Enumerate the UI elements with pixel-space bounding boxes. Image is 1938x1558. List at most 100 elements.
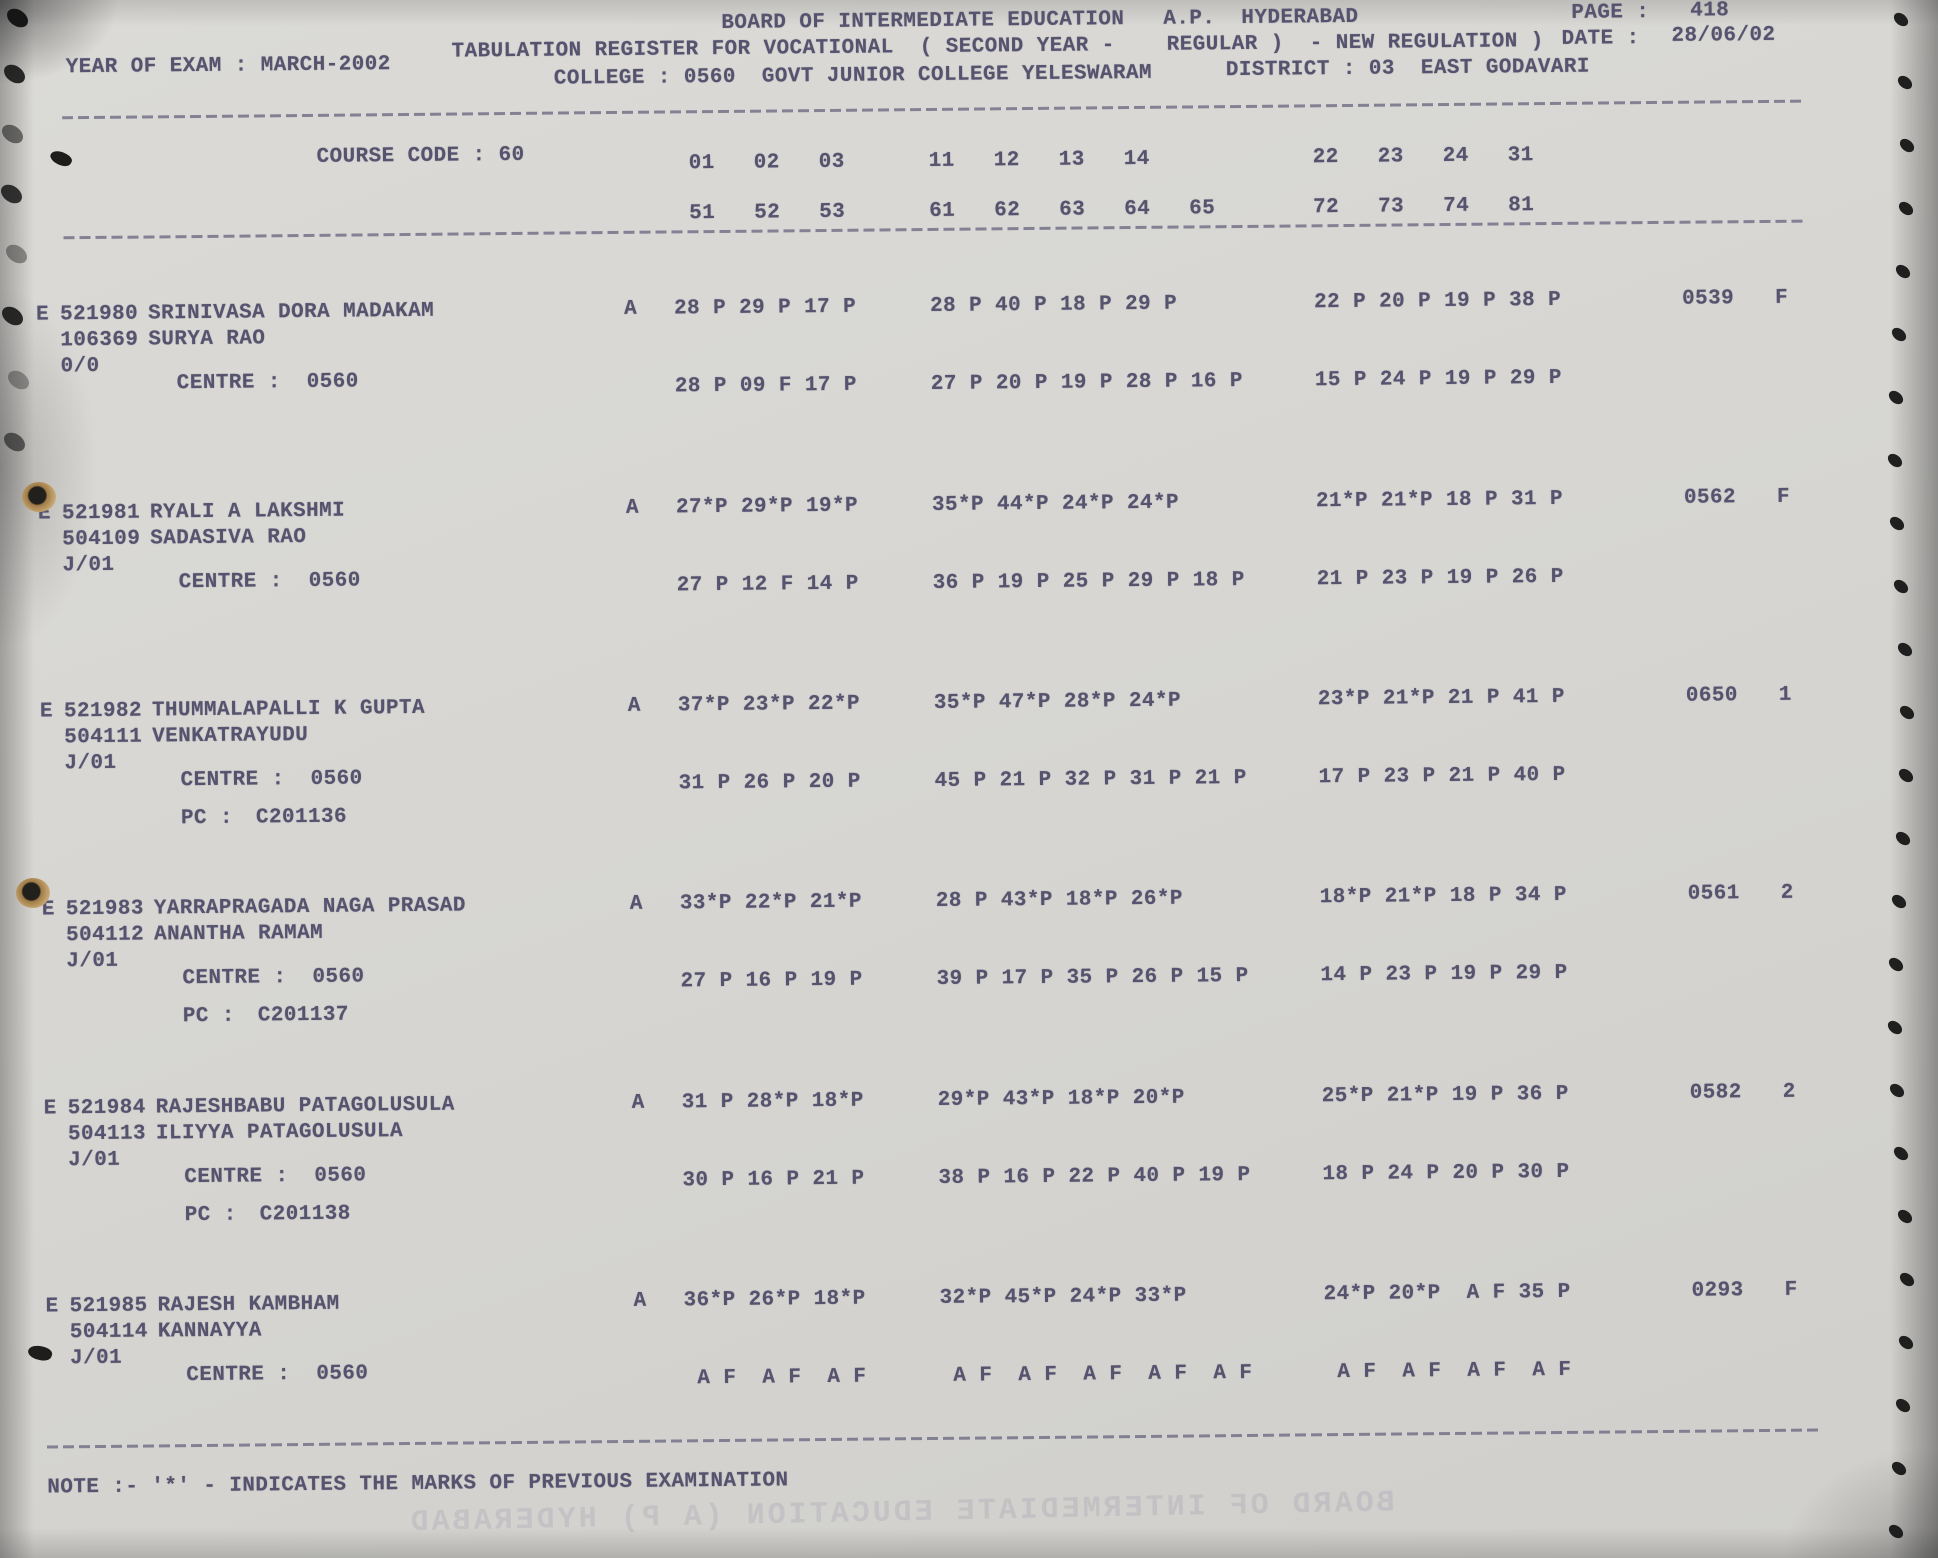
result-grade: 1 <box>1778 683 1792 707</box>
student-record: E 521983 YARRAPRAGADA NAGA PRASAD A 33*P… <box>2 880 1938 1059</box>
registration-number: 521985 <box>69 1294 148 1319</box>
result-grade: F <box>1776 485 1791 509</box>
subject-codes-row1-group3: 22 23 24 31 <box>1312 144 1534 170</box>
marks-row2-group2: 39 P 17 P 35 P 26 P 15 P <box>936 964 1249 991</box>
student-name: THUMMALAPALLI K GUPTA <box>151 696 426 723</box>
subject-codes-row2-group1: 51 52 53 <box>689 200 846 226</box>
total-marks: 0562 <box>1683 486 1737 510</box>
secondary-number: 504112 <box>65 923 145 948</box>
marks-row1-group2: 35*P 47*P 28*P 24*P <box>933 689 1182 715</box>
marks-row1-group2: 35*P 44*P 24*P 24*P <box>931 491 1180 517</box>
secondary-number: 106369 <box>60 328 139 353</box>
total-marks: 0293 <box>1691 1279 1744 1303</box>
marks-row2-group3: 15 P 24 P 19 P 29 P <box>1314 366 1562 393</box>
marks-row1-group3: 23*P 21*P 21 P 41 P <box>1317 685 1566 712</box>
centre-label: CENTRE : <box>182 966 287 991</box>
student-name: RAJESHBABU PATAGOLUSULA <box>155 1093 455 1120</box>
marks-row1-group1: 33*P 22*P 21*P <box>679 890 862 916</box>
appearance-code: J/01 <box>62 553 115 578</box>
secondary-number: 504114 <box>69 1320 148 1345</box>
marks-row2-group1: 27 P 12 F 14 P <box>676 572 859 598</box>
student-name: SRINIVASA DORA MADAKAM <box>147 299 435 326</box>
year-of-exam: YEAR OF EXAM : MARCH-2002 <box>65 53 391 80</box>
total-marks: 0561 <box>1687 882 1740 906</box>
marks-row1-group3: 24*P 20*P A F 35 P <box>1323 1280 1571 1307</box>
marks-row2-group1: 27 P 16 P 19 P <box>680 968 863 994</box>
pc-label: PC : <box>180 806 234 831</box>
appearance-code: J/01 <box>70 1346 123 1371</box>
status-flag: E <box>39 700 54 724</box>
registration-number: 521984 <box>67 1096 146 1121</box>
subject-codes-row2-group2: 61 62 63 64 65 <box>929 197 1216 223</box>
parent-name: KANNAYYA <box>157 1319 263 1344</box>
pc-label: PC : <box>184 1203 237 1228</box>
status-flag: E <box>35 303 50 327</box>
marks-row2-group2: 36 P 19 P 25 P 29 P 18 P <box>932 568 1245 595</box>
status-flag: E <box>43 1097 57 1121</box>
centre-code: 0560 <box>314 1164 367 1188</box>
centre-code: 0560 <box>310 767 363 791</box>
course-code-line: COURSE CODE : 60 <box>316 143 525 169</box>
date-value: 28/06/02 <box>1671 23 1776 48</box>
marks-row2-group2: 45 P 21 P 32 P 31 P 21 P <box>934 766 1247 793</box>
student-record: E 521981 RYALI A LAKSHMI A 27*P 29*P 19*… <box>0 484 1937 663</box>
board-title: BOARD OF INTERMEDIATE EDUCATION A.P. HYD… <box>721 5 1359 35</box>
centre-label: CENTRE : <box>176 371 281 396</box>
result-grade: F <box>1784 1278 1798 1302</box>
marks-row1-group1: 37*P 23*P 22*P <box>677 692 861 718</box>
student-record: E 521980 SRINIVASA DORA MADAKAM A 28 P 2… <box>0 285 1935 464</box>
marks-row1-group1: 27*P 29*P 19*P <box>675 494 859 520</box>
total-marks: 0650 <box>1685 684 1738 708</box>
page-label: PAGE : <box>1571 1 1650 25</box>
date-label: DATE : <box>1561 27 1640 51</box>
attendance-flag: A <box>627 694 642 718</box>
marks-row1-group2: 28 P 43*P 18*P 26*P <box>935 887 1183 913</box>
student-name: YARRAPRAGADA NAGA PRASAD <box>153 894 466 921</box>
total-marks: 0539 <box>1681 287 1735 311</box>
marks-row1-group3: 22 P 20 P 19 P 38 P <box>1313 288 1562 315</box>
footnote: NOTE :- '*' - INDICATES THE MARKS OF PRE… <box>47 1469 789 1500</box>
subject-codes-row1-group1: 01 02 03 <box>688 150 845 176</box>
appearance-code: J/01 <box>68 1148 121 1173</box>
marks-row2-group1: 30 P 16 P 21 P <box>682 1167 865 1193</box>
district-line: DISTRICT : 03 EAST GODAVARI <box>1225 55 1590 83</box>
registration-number: 521983 <box>65 897 144 922</box>
pc-number: C201138 <box>259 1202 351 1227</box>
parent-name: ILIYYA PATAGOLUSULA <box>155 1120 404 1146</box>
registration-number: 521980 <box>59 302 139 327</box>
marks-row1-group1: 36*P 26*P 18*P <box>683 1287 866 1313</box>
marks-row1-group2: 28 P 40 P 18 P 29 P <box>929 292 1178 318</box>
marks-row2-group2: A F A F A F A F A F <box>940 1361 1253 1388</box>
pc-label: PC : <box>182 1004 235 1029</box>
marks-row2-group1: 31 P 26 P 20 P <box>678 770 861 796</box>
attendance-flag: A <box>631 1091 645 1115</box>
separator-line <box>62 99 1803 120</box>
pc-number: C201136 <box>255 805 348 830</box>
student-name: RYALI A LAKSHMI <box>149 499 346 525</box>
centre-label: CENTRE : <box>186 1363 291 1388</box>
marks-row1-group3: 18*P 21*P 18 P 34 P <box>1319 883 1567 910</box>
parent-name: VENKATRAYUDU <box>152 723 309 749</box>
centre-code: 0560 <box>316 1362 369 1386</box>
centre-label: CENTRE : <box>184 1165 289 1190</box>
marks-row2-group3: 18 P 24 P 20 P 30 P <box>1322 1160 1570 1187</box>
student-record: E 521985 RAJESH KAMBHAM A 36*P 26*P 18*P… <box>6 1277 1938 1456</box>
parent-name: SADASIVA RAO <box>150 525 307 551</box>
centre-code: 0560 <box>312 965 365 989</box>
marks-row1-group2: 29*P 43*P 18*P 20*P <box>937 1086 1185 1112</box>
marks-row1-group3: 21*P 21*P 18 P 31 P <box>1315 487 1564 514</box>
marks-row1-group1: 28 P 29 P 17 P <box>673 295 857 321</box>
result-grade: 2 <box>1780 881 1794 905</box>
parent-name: SURYA RAO <box>148 327 266 352</box>
secondary-number: 504113 <box>67 1122 147 1147</box>
attendance-flag: A <box>623 297 638 321</box>
registration-number: 521982 <box>63 699 143 724</box>
attendance-flag: A <box>625 496 640 520</box>
pc-number: C201137 <box>257 1003 349 1028</box>
college-line: COLLEGE : 0560 GOVT JUNIOR COLLEGE YELES… <box>553 61 1153 91</box>
marks-row1-group1: 31 P 28*P 18*P <box>681 1089 864 1115</box>
subject-codes-row2-group3: 72 73 74 81 <box>1313 194 1535 220</box>
attendance-flag: A <box>633 1289 647 1313</box>
